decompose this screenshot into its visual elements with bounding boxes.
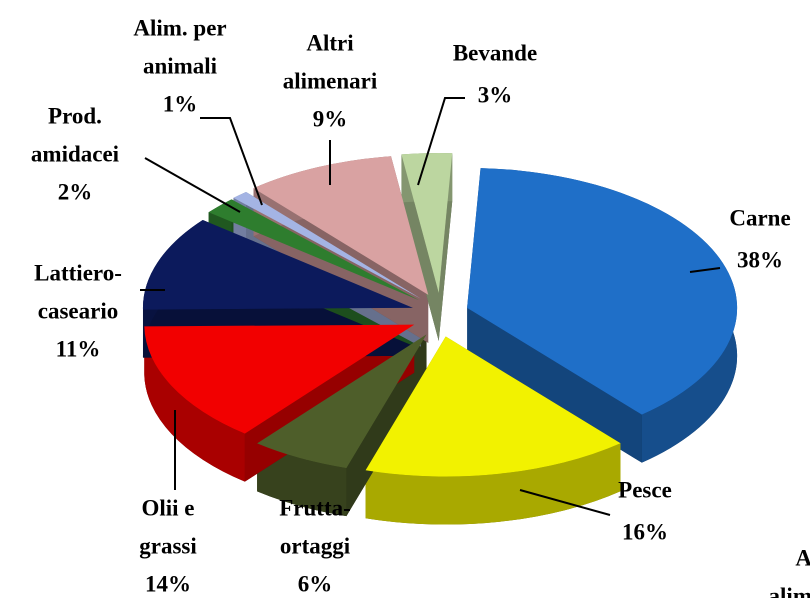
value-label: 16% bbox=[622, 519, 668, 544]
leader-line bbox=[417, 97, 465, 186]
value-label: 2% bbox=[58, 179, 93, 204]
annotation: alim bbox=[769, 583, 810, 598]
slice-label: Pesce bbox=[618, 477, 672, 502]
slice bbox=[401, 153, 453, 294]
slice-label: Prod. bbox=[48, 103, 102, 128]
slice bbox=[144, 324, 415, 434]
slice-label: animali bbox=[143, 53, 218, 78]
value-label: 1% bbox=[163, 91, 198, 116]
slice-label: Alim. per bbox=[133, 15, 226, 40]
value-label: 9% bbox=[313, 106, 348, 131]
slice-rim bbox=[257, 443, 347, 517]
slice-label: Altri bbox=[306, 30, 354, 55]
slice bbox=[208, 199, 419, 301]
slice bbox=[365, 336, 621, 477]
slice-label: Olii e bbox=[141, 495, 194, 520]
value-label: 6% bbox=[298, 571, 333, 596]
slice-wall bbox=[467, 168, 642, 463]
slice-label: Lattiero- bbox=[34, 260, 122, 285]
slice-label: Frutta- bbox=[279, 495, 351, 520]
value-label: 3% bbox=[478, 82, 513, 107]
leader-line bbox=[200, 117, 263, 206]
slice-label: Carne bbox=[729, 205, 790, 230]
leader-line bbox=[519, 489, 611, 516]
value-label: 11% bbox=[56, 336, 101, 361]
slice-label: amidacei bbox=[31, 141, 120, 166]
slice-label: grassi bbox=[139, 533, 197, 558]
leader-line bbox=[689, 267, 721, 273]
slice-label: caseario bbox=[38, 298, 118, 323]
slice-label: alimenari bbox=[283, 68, 378, 93]
slice-label: Bevande bbox=[453, 40, 537, 65]
leader-line bbox=[144, 157, 241, 213]
slice-rim bbox=[144, 326, 245, 482]
slice-wall bbox=[401, 153, 453, 342]
slice bbox=[233, 191, 421, 299]
slice bbox=[257, 334, 427, 469]
slice bbox=[467, 168, 738, 415]
slice bbox=[253, 156, 429, 295]
slice bbox=[142, 219, 413, 310]
slice-label: ortaggi bbox=[280, 533, 351, 558]
slice-rim bbox=[365, 443, 621, 525]
value-label: 38% bbox=[737, 247, 783, 272]
annotation: A bbox=[795, 545, 810, 570]
value-label: 14% bbox=[145, 571, 191, 596]
